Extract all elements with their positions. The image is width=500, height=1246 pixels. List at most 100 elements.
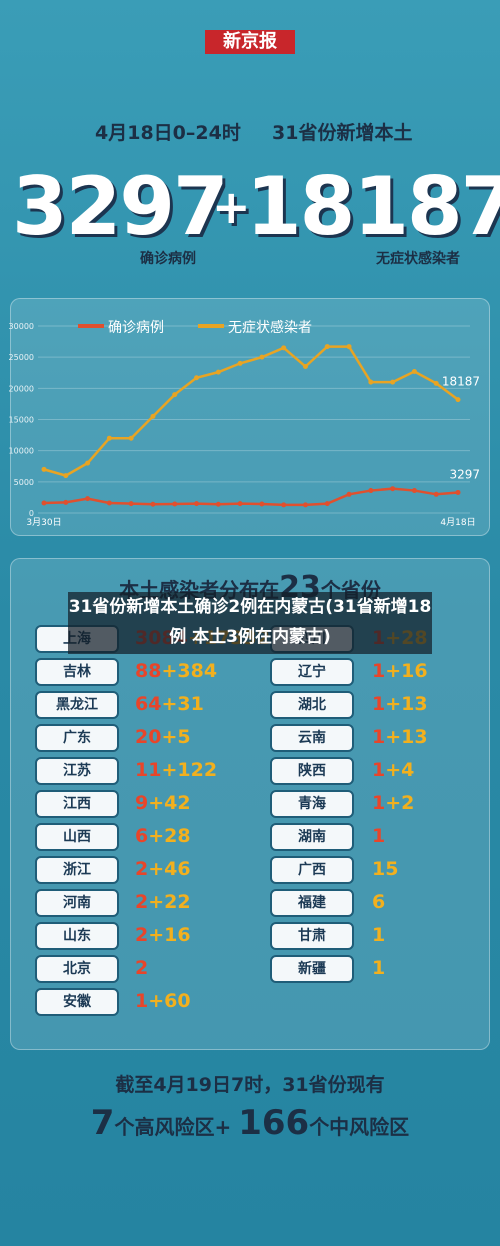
point: [237, 501, 243, 507]
province: 辽宁: [270, 658, 354, 686]
province: 湖北: [270, 691, 354, 719]
province-values: 1+60: [135, 987, 191, 1015]
point: [215, 501, 221, 507]
point: [259, 501, 265, 507]
asymptomatic: 22: [164, 891, 191, 913]
point: [150, 501, 156, 507]
plus: +: [212, 180, 251, 234]
asymptomatic-label: 无症状感染者: [376, 251, 460, 267]
asymptomatic: 1: [372, 957, 386, 979]
province-values: 64+31: [135, 690, 204, 718]
x-tick-label: 4月18日: [440, 517, 475, 528]
separator: +: [161, 726, 178, 748]
confirmed: 1: [372, 792, 386, 814]
point: [63, 499, 69, 505]
separator: +: [385, 759, 402, 781]
point: [85, 460, 91, 466]
asymptomatic: 31: [177, 693, 204, 715]
province-values: 1+2: [372, 789, 414, 817]
point: [150, 413, 156, 419]
y-tick-label: 30000: [9, 322, 34, 331]
province: 江西: [35, 790, 119, 818]
province: 河南: [35, 889, 119, 917]
confirmed: 2: [135, 891, 149, 913]
point: [433, 491, 439, 497]
province-values: 1: [372, 954, 385, 982]
province-values: 2+22: [135, 888, 191, 916]
province-values: 2+16: [135, 921, 191, 949]
asymptomatic: 46: [164, 858, 191, 880]
asymptomatic: 4: [401, 759, 415, 781]
asymptomatic: 16: [401, 660, 428, 682]
y-tick-label: 5000: [14, 478, 34, 487]
asymptomatic: 13: [401, 693, 428, 715]
province-values: 1: [372, 822, 385, 850]
province: 安徽: [35, 988, 119, 1016]
confirmed: 64: [135, 693, 162, 715]
legend-label: 无症状感染者: [228, 319, 312, 336]
confirmed: 2: [135, 858, 149, 880]
chart: 0 5000 10000 15000 20000 25000 30000 3月30日 4月18日…: [9, 319, 480, 528]
province: 福建: [270, 889, 354, 917]
y-tick-label: 20000: [9, 384, 34, 393]
separator: +: [385, 726, 402, 748]
point: [411, 369, 417, 375]
confirmed: 1: [372, 693, 386, 715]
asymptomatic: 2: [401, 792, 415, 814]
point: [324, 501, 330, 507]
separator: +: [148, 891, 165, 913]
province-values: 6+28: [135, 822, 191, 850]
asymptomatic-total: 18187: [246, 160, 500, 253]
date-range: 4月18日0–24时: [95, 122, 241, 144]
confirmed: 88: [135, 660, 162, 682]
separator: +: [148, 990, 165, 1012]
province: 陕西: [270, 757, 354, 785]
province: 青海: [270, 790, 354, 818]
separator: +: [385, 693, 402, 715]
point: [302, 364, 308, 370]
point: [390, 486, 396, 492]
high-label: 个高风险区+: [114, 1115, 232, 1139]
province-values: 1: [372, 921, 385, 949]
confirmed: 20: [135, 726, 162, 748]
province: 山西: [35, 823, 119, 851]
end-value-label: 18187: [442, 375, 480, 389]
separator: +: [161, 759, 178, 781]
footer-line2: 7个高风险区+ 166个中风险区: [0, 1103, 500, 1143]
x-tick-label: 3月30日: [26, 517, 61, 528]
point: [172, 501, 178, 507]
series-line: [43, 487, 459, 507]
asymptomatic: 384: [177, 660, 218, 682]
separator: +: [385, 660, 402, 682]
asymptomatic: 60: [164, 990, 191, 1012]
province-values: 6: [372, 888, 385, 916]
province-values: 1+4: [372, 756, 414, 784]
mid-label: 个中风险区: [309, 1115, 410, 1139]
y-tick-label: 25000: [9, 353, 34, 362]
confirmed: 1: [372, 825, 386, 847]
province: 新疆: [270, 955, 354, 983]
province-values: 9+42: [135, 789, 191, 817]
confirmed: 9: [135, 792, 149, 814]
province: 湖南: [270, 823, 354, 851]
province: 云南: [270, 724, 354, 752]
point: [281, 502, 287, 508]
province-values: 11+122: [135, 756, 217, 784]
point: [85, 496, 91, 502]
point: [368, 488, 374, 494]
point: [346, 344, 352, 350]
separator: +: [161, 660, 178, 682]
province: 浙江: [35, 856, 119, 884]
confirmed: 2: [135, 924, 149, 946]
mid-count: 166: [238, 1103, 310, 1143]
asymptomatic: 6: [372, 891, 386, 913]
province-values: 1+13: [372, 723, 428, 751]
separator: +: [148, 825, 165, 847]
y-tick-label: 0: [29, 509, 34, 518]
province-values: 1+13: [372, 690, 428, 718]
province-values: 2: [135, 954, 148, 982]
asymptomatic: 5: [177, 726, 191, 748]
province: 山东: [35, 922, 119, 950]
chart-panel: [10, 298, 490, 536]
point: [215, 369, 221, 375]
